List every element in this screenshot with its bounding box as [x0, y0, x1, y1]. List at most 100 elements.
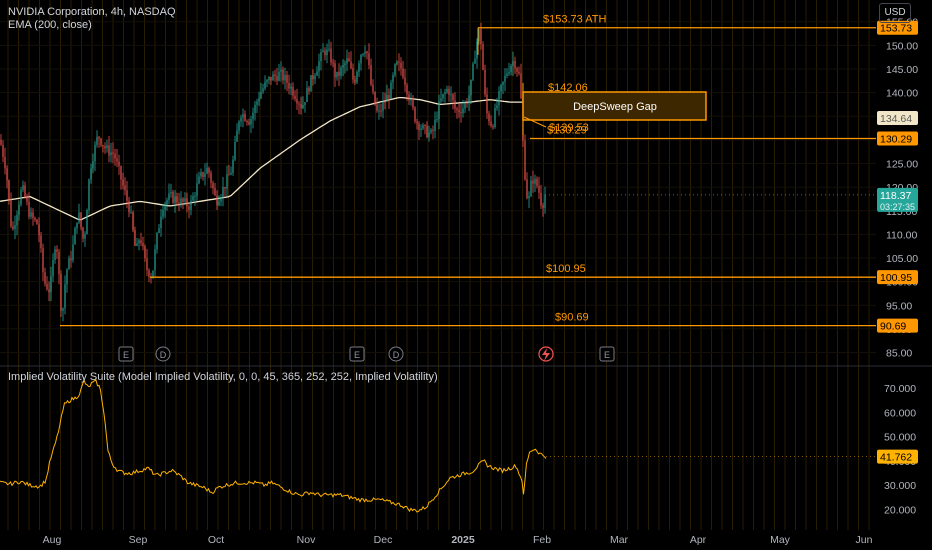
- level-tag: 90.69: [880, 321, 906, 333]
- candle-body: [254, 104, 256, 113]
- candle-body: [416, 121, 418, 124]
- candle-body: [176, 196, 178, 203]
- candle-body: [4, 157, 6, 169]
- time-tick: Apr: [690, 534, 707, 546]
- candle-body: [48, 289, 50, 293]
- candle-body: [326, 49, 328, 56]
- candle-body: [524, 140, 526, 180]
- candle-body: [64, 284, 66, 309]
- iv-axis[interactable]: 20.00030.00040.00050.00060.00070.00041.7…: [877, 383, 918, 517]
- candle-body: [306, 87, 308, 102]
- candle-body: [34, 217, 36, 220]
- candle-body: [128, 200, 130, 213]
- candle-body: [152, 270, 154, 279]
- candle-body: [418, 123, 420, 131]
- candle-body: [320, 52, 322, 62]
- earnings-icon: E: [604, 350, 610, 360]
- candle-body: [50, 276, 52, 293]
- candle-body: [28, 201, 30, 217]
- candle-body: [394, 64, 396, 76]
- candle-body: [8, 180, 10, 200]
- candle-body: [312, 75, 314, 80]
- candle-body: [0, 139, 2, 145]
- candle-body: [212, 182, 214, 189]
- candle-body: [92, 161, 94, 169]
- candle-body: [324, 50, 326, 56]
- candle-body: [470, 79, 472, 96]
- candle-body: [274, 74, 276, 77]
- time-axis[interactable]: Aug Sep Oct Nov Dec 2025 Feb Mar Apr May Jun: [43, 534, 873, 546]
- candle-body: [240, 117, 242, 122]
- deepsweep-gap[interactable]: DeepSweep Gap: [522, 91, 707, 121]
- candle-body: [310, 75, 312, 92]
- candle-body: [134, 230, 136, 246]
- candle-body: [178, 202, 180, 205]
- candle-body: [328, 48, 330, 50]
- candle-body: [396, 61, 398, 65]
- candle-body: [360, 55, 362, 64]
- candle-body: [30, 212, 32, 217]
- candle-body: [282, 69, 284, 81]
- candle-body: [392, 75, 394, 83]
- candle-body: [226, 174, 228, 189]
- level-tag: 153.73: [880, 23, 912, 35]
- iv-tick: 20.000: [884, 505, 916, 517]
- candle-body: [520, 73, 522, 99]
- candle-body: [446, 88, 448, 93]
- candle-body: [478, 29, 480, 42]
- ema-line: [0, 96, 544, 221]
- price-tick: 105.00: [886, 253, 918, 265]
- candle-body: [116, 158, 118, 162]
- candle-body: [302, 105, 304, 108]
- candle-body: [260, 91, 262, 99]
- candle-body: [296, 99, 298, 104]
- time-tick: Feb: [533, 534, 551, 546]
- candle-body: [54, 249, 56, 260]
- candle-body: [112, 152, 114, 154]
- candle-body: [222, 187, 224, 198]
- candle-body: [454, 100, 456, 109]
- candle-body: [496, 105, 498, 109]
- candle-body: [70, 258, 72, 261]
- candle-body: [24, 185, 26, 198]
- candle-body: [438, 101, 440, 119]
- candle-body: [126, 190, 128, 201]
- time-tick: Dec: [374, 534, 393, 546]
- candle-body: [508, 71, 510, 74]
- candle-body: [492, 126, 494, 128]
- candle-body: [62, 308, 64, 311]
- candle-body: [366, 51, 368, 54]
- candle-body: [106, 145, 108, 149]
- candle-body: [256, 101, 258, 105]
- candle-body: [206, 168, 208, 174]
- candle-body: [382, 101, 384, 111]
- candle-body: [506, 73, 508, 76]
- candle-body: [204, 173, 206, 177]
- annotation-142: $142.06: [548, 82, 588, 94]
- candle-body: [488, 113, 490, 122]
- candle-body: [118, 161, 120, 167]
- deepsweep-gap-box: [522, 91, 707, 121]
- candle-body: [46, 283, 48, 290]
- candle-body: [294, 95, 296, 100]
- candle-body: [266, 80, 268, 83]
- level-tag: 130.29: [880, 134, 912, 146]
- currency-button[interactable]: USD: [879, 3, 911, 23]
- candle-body: [428, 132, 430, 138]
- candle-body: [16, 215, 18, 226]
- candle-body: [408, 94, 410, 101]
- dividend-icon: D: [160, 350, 167, 360]
- candle-body: [374, 91, 376, 105]
- candle-body: [232, 159, 234, 173]
- candle-body: [124, 185, 126, 191]
- iv-panel-title: Implied Volatility Suite (Model Implied …: [8, 371, 438, 383]
- candle-body: [168, 193, 170, 201]
- candle-body: [272, 74, 274, 81]
- candle-body: [530, 180, 532, 197]
- candle-body: [338, 71, 340, 76]
- level-tag-bg: [877, 131, 918, 146]
- candle-body: [456, 108, 458, 111]
- candle-body: [210, 172, 212, 183]
